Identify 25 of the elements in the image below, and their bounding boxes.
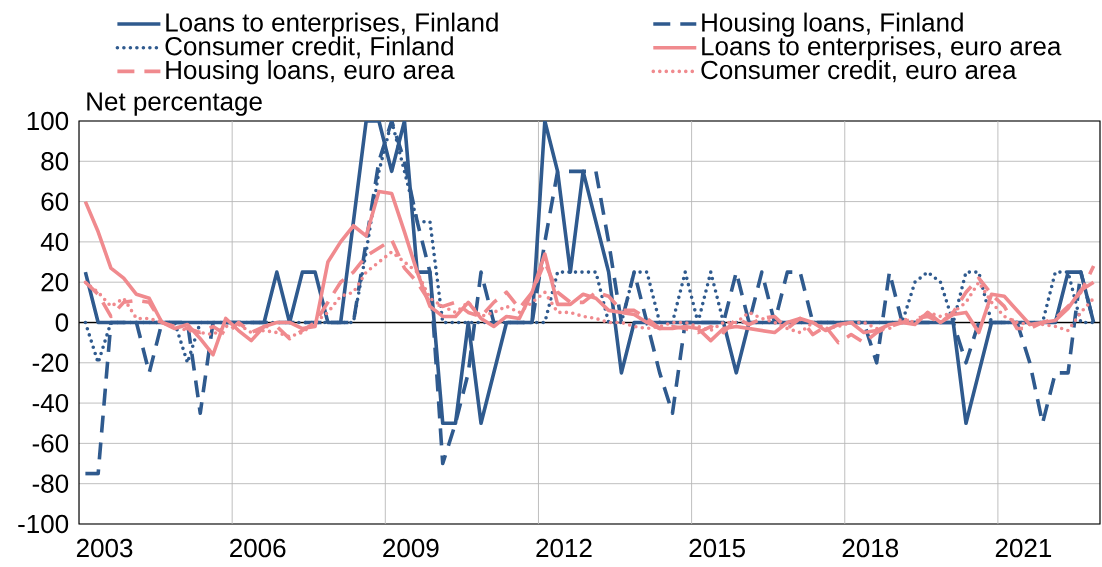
x-tick-label: 2009 [383,538,439,558]
y-tick-label: 100 [27,111,69,131]
y-tick-label: 40 [40,232,69,252]
legend-label: Housing loans, Finland [702,12,963,37]
y-tick-label: -60 [32,434,69,453]
legend-label: Consumer credit, Finland [165,36,453,59]
y-tick-label: 60 [41,192,69,211]
y-tick-label: -40 [32,393,69,413]
x-tick-label: 2021 [995,538,1052,558]
y-tick-label: -100 [18,514,69,534]
y-tick-label: 80 [41,152,69,171]
legend-label: Loans to enterprises, Finland [166,12,498,37]
x-tick-label: 2006 [230,538,286,558]
y-tick-label: -20 [32,353,69,372]
y-tick-label: 0 [55,313,69,332]
y-tick-label: -80 [32,474,69,493]
legend-label: Consumer credit, euro area [701,60,1017,83]
y-tick-label: 20 [41,272,69,292]
x-tick-label: 2003 [76,538,133,558]
legend-label: Loans to enterprises, euro area [702,36,1062,61]
x-tick-label: 2018 [842,538,899,558]
y-axis-title: Net percentage [87,92,262,116]
x-tick-label: 2012 [536,538,592,558]
legend-label: Housing loans, euro area [166,60,455,85]
x-tick-label: 2015 [689,538,745,558]
